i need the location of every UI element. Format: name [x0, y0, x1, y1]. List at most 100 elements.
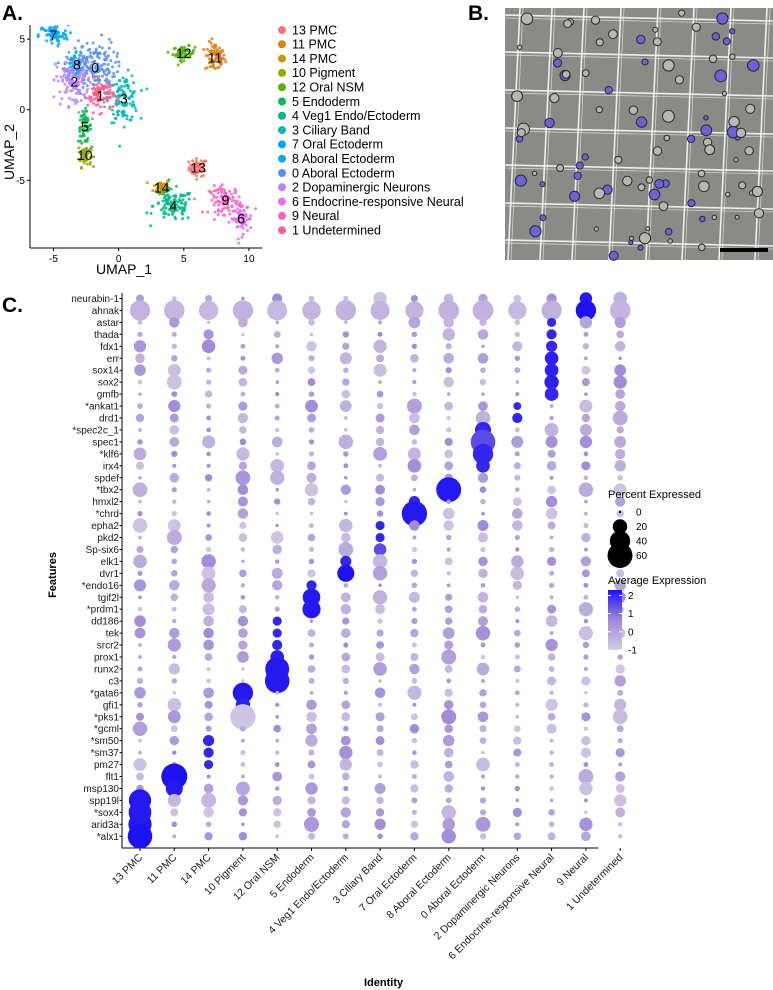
feature-label: sox2 [98, 378, 120, 389]
umap-point [115, 82, 119, 86]
color-legend-label: 0 [628, 627, 634, 638]
dot [342, 677, 350, 685]
umap-point [181, 212, 185, 216]
umap-point [158, 192, 162, 196]
dot [133, 447, 147, 461]
umap-point [241, 232, 245, 236]
dot [616, 509, 624, 518]
dot [618, 834, 623, 839]
dot [344, 499, 348, 504]
cell [636, 34, 646, 45]
umap-point [220, 183, 224, 187]
umap-point [108, 106, 112, 110]
dot [232, 682, 254, 703]
umap-point [57, 42, 61, 46]
dot [472, 299, 494, 321]
feature-label: dvr1 [100, 569, 120, 580]
legend-swatch [278, 211, 286, 220]
umap-point [64, 33, 68, 37]
umap-point [116, 110, 120, 114]
dot [511, 555, 524, 568]
dot [513, 748, 522, 757]
dot [240, 750, 246, 756]
umap-point [63, 69, 67, 73]
dot [203, 735, 215, 747]
dot [581, 831, 591, 842]
dot [411, 678, 418, 684]
dot [204, 474, 213, 482]
dot [375, 736, 385, 746]
dot [377, 833, 383, 840]
umap-point [98, 112, 102, 116]
umap-point [139, 116, 143, 120]
umap-point [81, 65, 85, 69]
dot [547, 485, 556, 495]
dot [271, 436, 283, 448]
umap-point [239, 225, 243, 229]
umap-point [91, 74, 95, 77]
umap-point [234, 201, 238, 205]
dot [549, 631, 554, 636]
dot [545, 698, 558, 711]
dot [374, 782, 386, 795]
dot [205, 725, 212, 732]
cell [549, 93, 560, 104]
dot [302, 600, 321, 619]
dot [442, 627, 455, 640]
umap-point [97, 69, 100, 73]
umap-point [202, 48, 206, 51]
umap-point [169, 204, 173, 207]
dot [614, 698, 627, 711]
umap-point [222, 213, 225, 217]
dot [445, 797, 452, 804]
dot [134, 627, 146, 639]
dot [406, 398, 422, 414]
umap-point [114, 60, 118, 64]
panel-c-label: C. [2, 294, 23, 317]
dot [548, 821, 555, 827]
dot [514, 606, 520, 612]
umap-cluster-label: 0 [91, 59, 99, 75]
dot [583, 594, 589, 600]
dot [444, 437, 453, 447]
color-legend-label: 1 [628, 609, 634, 620]
dot [584, 511, 588, 516]
color-legend-bar [608, 590, 622, 650]
dot [441, 829, 456, 844]
umap-point [187, 160, 191, 164]
dot [307, 461, 316, 471]
dot [204, 653, 213, 661]
umap-point [192, 48, 195, 52]
cell [648, 188, 661, 201]
umap-point [167, 178, 171, 182]
dot [583, 666, 588, 672]
dot [171, 487, 177, 493]
umap-point [55, 25, 59, 29]
umap-point [94, 47, 98, 51]
size-legend-dot [607, 543, 633, 568]
umap-point [162, 215, 166, 219]
grid-line [681, 7, 695, 261]
feature-label: neurabin-1 [71, 294, 119, 305]
dot [264, 668, 290, 694]
dot [547, 604, 557, 614]
dot [546, 329, 557, 340]
dot [129, 300, 151, 321]
dot [409, 663, 420, 675]
dot [241, 679, 245, 683]
dot [378, 679, 382, 683]
umap-point [191, 159, 195, 163]
dot [578, 482, 594, 497]
dot [204, 712, 213, 722]
cell [593, 187, 606, 200]
umap-point [172, 210, 176, 214]
dot [609, 300, 631, 321]
umap-point [67, 81, 71, 85]
dot [239, 521, 247, 530]
umap-point [68, 78, 71, 81]
dot [409, 424, 420, 436]
umap-point [156, 201, 160, 205]
umap-point [132, 81, 136, 85]
cell [698, 180, 710, 193]
umap-point [116, 113, 120, 117]
